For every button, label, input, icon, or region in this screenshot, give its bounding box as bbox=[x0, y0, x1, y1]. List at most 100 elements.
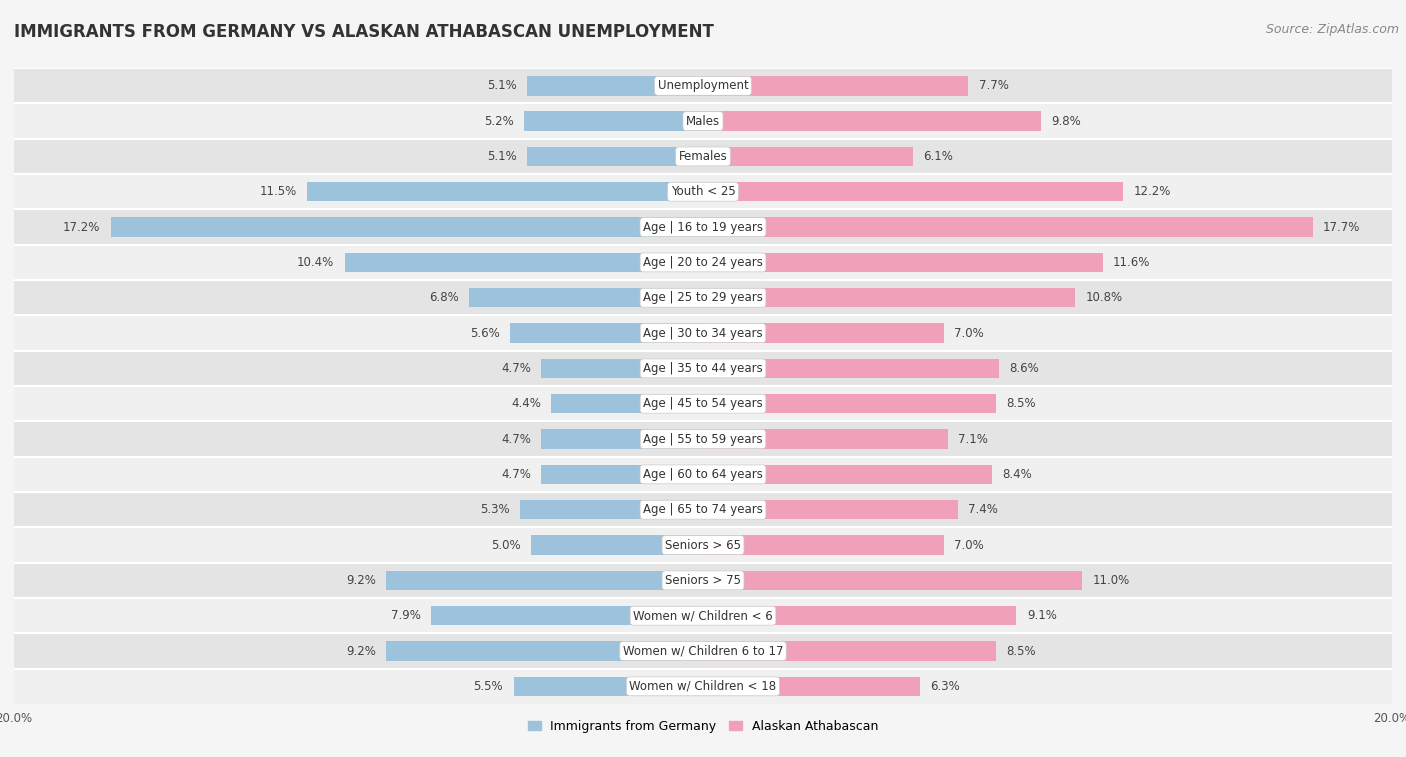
Bar bbox=[703, 217, 1313, 237]
Text: 7.7%: 7.7% bbox=[979, 79, 1008, 92]
Bar bbox=[703, 465, 993, 484]
Text: 5.0%: 5.0% bbox=[491, 538, 520, 552]
Text: Seniors > 75: Seniors > 75 bbox=[665, 574, 741, 587]
Bar bbox=[14, 210, 1392, 245]
Bar bbox=[14, 68, 1392, 104]
Bar bbox=[703, 677, 920, 696]
Bar bbox=[14, 245, 1392, 280]
Bar bbox=[524, 111, 703, 131]
Text: 17.2%: 17.2% bbox=[63, 220, 100, 234]
Text: 4.7%: 4.7% bbox=[501, 468, 531, 481]
Text: Age | 16 to 19 years: Age | 16 to 19 years bbox=[643, 220, 763, 234]
Text: 9.1%: 9.1% bbox=[1026, 609, 1057, 622]
Text: 5.2%: 5.2% bbox=[484, 114, 513, 128]
Text: IMMIGRANTS FROM GERMANY VS ALASKAN ATHABASCAN UNEMPLOYMENT: IMMIGRANTS FROM GERMANY VS ALASKAN ATHAB… bbox=[14, 23, 714, 41]
Bar bbox=[703, 253, 1102, 273]
Text: 5.5%: 5.5% bbox=[474, 680, 503, 693]
Text: 5.3%: 5.3% bbox=[481, 503, 510, 516]
Bar bbox=[307, 182, 703, 201]
Bar bbox=[541, 429, 703, 449]
Text: 12.2%: 12.2% bbox=[1133, 185, 1171, 198]
Text: Age | 60 to 64 years: Age | 60 to 64 years bbox=[643, 468, 763, 481]
Text: Age | 30 to 34 years: Age | 30 to 34 years bbox=[643, 326, 763, 340]
Text: Age | 20 to 24 years: Age | 20 to 24 years bbox=[643, 256, 763, 269]
Bar bbox=[703, 571, 1083, 590]
Bar bbox=[551, 394, 703, 413]
Text: 8.5%: 8.5% bbox=[1007, 644, 1036, 658]
Text: 17.7%: 17.7% bbox=[1323, 220, 1361, 234]
Text: 4.7%: 4.7% bbox=[501, 432, 531, 446]
Bar bbox=[14, 634, 1392, 668]
Bar bbox=[14, 492, 1392, 528]
Text: 11.5%: 11.5% bbox=[259, 185, 297, 198]
Text: 8.4%: 8.4% bbox=[1002, 468, 1032, 481]
Text: 7.9%: 7.9% bbox=[391, 609, 420, 622]
Bar bbox=[14, 280, 1392, 316]
Bar bbox=[520, 500, 703, 519]
Text: 5.1%: 5.1% bbox=[488, 150, 517, 163]
Text: Males: Males bbox=[686, 114, 720, 128]
Bar bbox=[14, 528, 1392, 562]
Text: 7.0%: 7.0% bbox=[955, 538, 984, 552]
Bar bbox=[14, 350, 1392, 386]
Bar bbox=[531, 535, 703, 555]
Text: Seniors > 65: Seniors > 65 bbox=[665, 538, 741, 552]
Bar bbox=[527, 147, 703, 167]
Bar bbox=[527, 76, 703, 95]
Bar bbox=[703, 641, 995, 661]
Text: 4.7%: 4.7% bbox=[501, 362, 531, 375]
Text: 6.8%: 6.8% bbox=[429, 291, 458, 304]
Text: 11.6%: 11.6% bbox=[1114, 256, 1150, 269]
Bar bbox=[14, 668, 1392, 704]
Bar bbox=[344, 253, 703, 273]
Text: Age | 55 to 59 years: Age | 55 to 59 years bbox=[643, 432, 763, 446]
Bar bbox=[703, 359, 1000, 378]
Bar bbox=[14, 456, 1392, 492]
Text: 11.0%: 11.0% bbox=[1092, 574, 1129, 587]
Text: 10.4%: 10.4% bbox=[297, 256, 335, 269]
Text: 6.3%: 6.3% bbox=[931, 680, 960, 693]
Text: Age | 45 to 54 years: Age | 45 to 54 years bbox=[643, 397, 763, 410]
Bar bbox=[703, 111, 1040, 131]
Bar bbox=[14, 562, 1392, 598]
Bar bbox=[703, 394, 995, 413]
Bar bbox=[387, 571, 703, 590]
Text: Unemployment: Unemployment bbox=[658, 79, 748, 92]
Bar bbox=[14, 422, 1392, 456]
Text: 7.4%: 7.4% bbox=[969, 503, 998, 516]
Bar bbox=[703, 429, 948, 449]
Text: 8.6%: 8.6% bbox=[1010, 362, 1039, 375]
Text: Women w/ Children 6 to 17: Women w/ Children 6 to 17 bbox=[623, 644, 783, 658]
Bar bbox=[541, 465, 703, 484]
Text: Youth < 25: Youth < 25 bbox=[671, 185, 735, 198]
Legend: Immigrants from Germany, Alaskan Athabascan: Immigrants from Germany, Alaskan Athabas… bbox=[529, 720, 877, 733]
Text: Age | 25 to 29 years: Age | 25 to 29 years bbox=[643, 291, 763, 304]
Text: 7.0%: 7.0% bbox=[955, 326, 984, 340]
Bar bbox=[111, 217, 703, 237]
Bar bbox=[14, 139, 1392, 174]
Bar bbox=[703, 535, 945, 555]
Bar bbox=[703, 500, 957, 519]
Bar bbox=[430, 606, 703, 625]
Text: Females: Females bbox=[679, 150, 727, 163]
Bar bbox=[703, 76, 969, 95]
Text: Age | 65 to 74 years: Age | 65 to 74 years bbox=[643, 503, 763, 516]
Bar bbox=[14, 386, 1392, 422]
Bar bbox=[703, 323, 945, 343]
Bar bbox=[703, 606, 1017, 625]
Text: Women w/ Children < 18: Women w/ Children < 18 bbox=[630, 680, 776, 693]
Text: 7.1%: 7.1% bbox=[957, 432, 988, 446]
Bar bbox=[14, 104, 1392, 139]
Bar bbox=[541, 359, 703, 378]
Text: 5.6%: 5.6% bbox=[470, 326, 499, 340]
Bar bbox=[513, 677, 703, 696]
Text: 8.5%: 8.5% bbox=[1007, 397, 1036, 410]
Bar bbox=[14, 174, 1392, 210]
Bar bbox=[14, 316, 1392, 350]
Bar bbox=[703, 288, 1076, 307]
Text: 6.1%: 6.1% bbox=[924, 150, 953, 163]
Text: 4.4%: 4.4% bbox=[512, 397, 541, 410]
Text: 9.2%: 9.2% bbox=[346, 644, 375, 658]
Bar bbox=[14, 598, 1392, 634]
Text: 9.8%: 9.8% bbox=[1050, 114, 1081, 128]
